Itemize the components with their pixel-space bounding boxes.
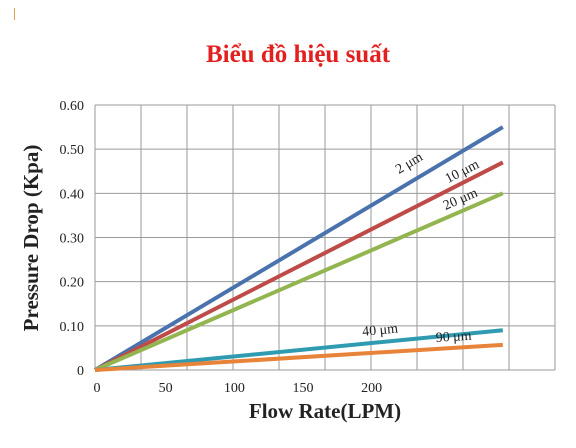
series-line-2 [94,191,504,372]
y-tick-label: 0.50 [60,143,85,158]
x-tick-label: 100 [224,381,245,396]
series-line-3 [94,328,504,372]
series-label-0: 2 μm [393,150,426,178]
x-tick-label: 0 [94,381,101,396]
series-line-4 [94,342,503,372]
x-axis-title: Flow Rate(LPM) [249,399,401,423]
y-tick-label: 0.40 [60,187,85,202]
y-tick-label: 0.30 [60,232,85,247]
y-tick-label: 0.60 [60,99,85,114]
series-lines [93,125,504,372]
x-tick-labels: 0 50 100 150 200 [94,381,383,396]
x-tick-label: 150 [292,381,313,396]
x-tick-label: 200 [361,381,382,396]
y-axis-title: Pressure Drop (Kpa) [19,145,43,332]
series-label-3: 40 μm [362,321,399,339]
y-tick-label: 0.10 [60,320,85,335]
x-tick-label: 50 [159,381,173,396]
y-tick-label: 0.20 [60,276,85,291]
series-line-0 [93,125,504,372]
y-tick-labels: 0 0.10 0.20 0.30 0.40 0.50 0.60 [60,99,85,379]
series-label-4: 90 μm [435,329,472,346]
corner-mark [14,8,15,20]
chart-title: Biểu đồ hiệu suất [206,41,391,68]
y-tick-label: 0 [77,364,84,379]
series-line-1 [94,160,504,372]
